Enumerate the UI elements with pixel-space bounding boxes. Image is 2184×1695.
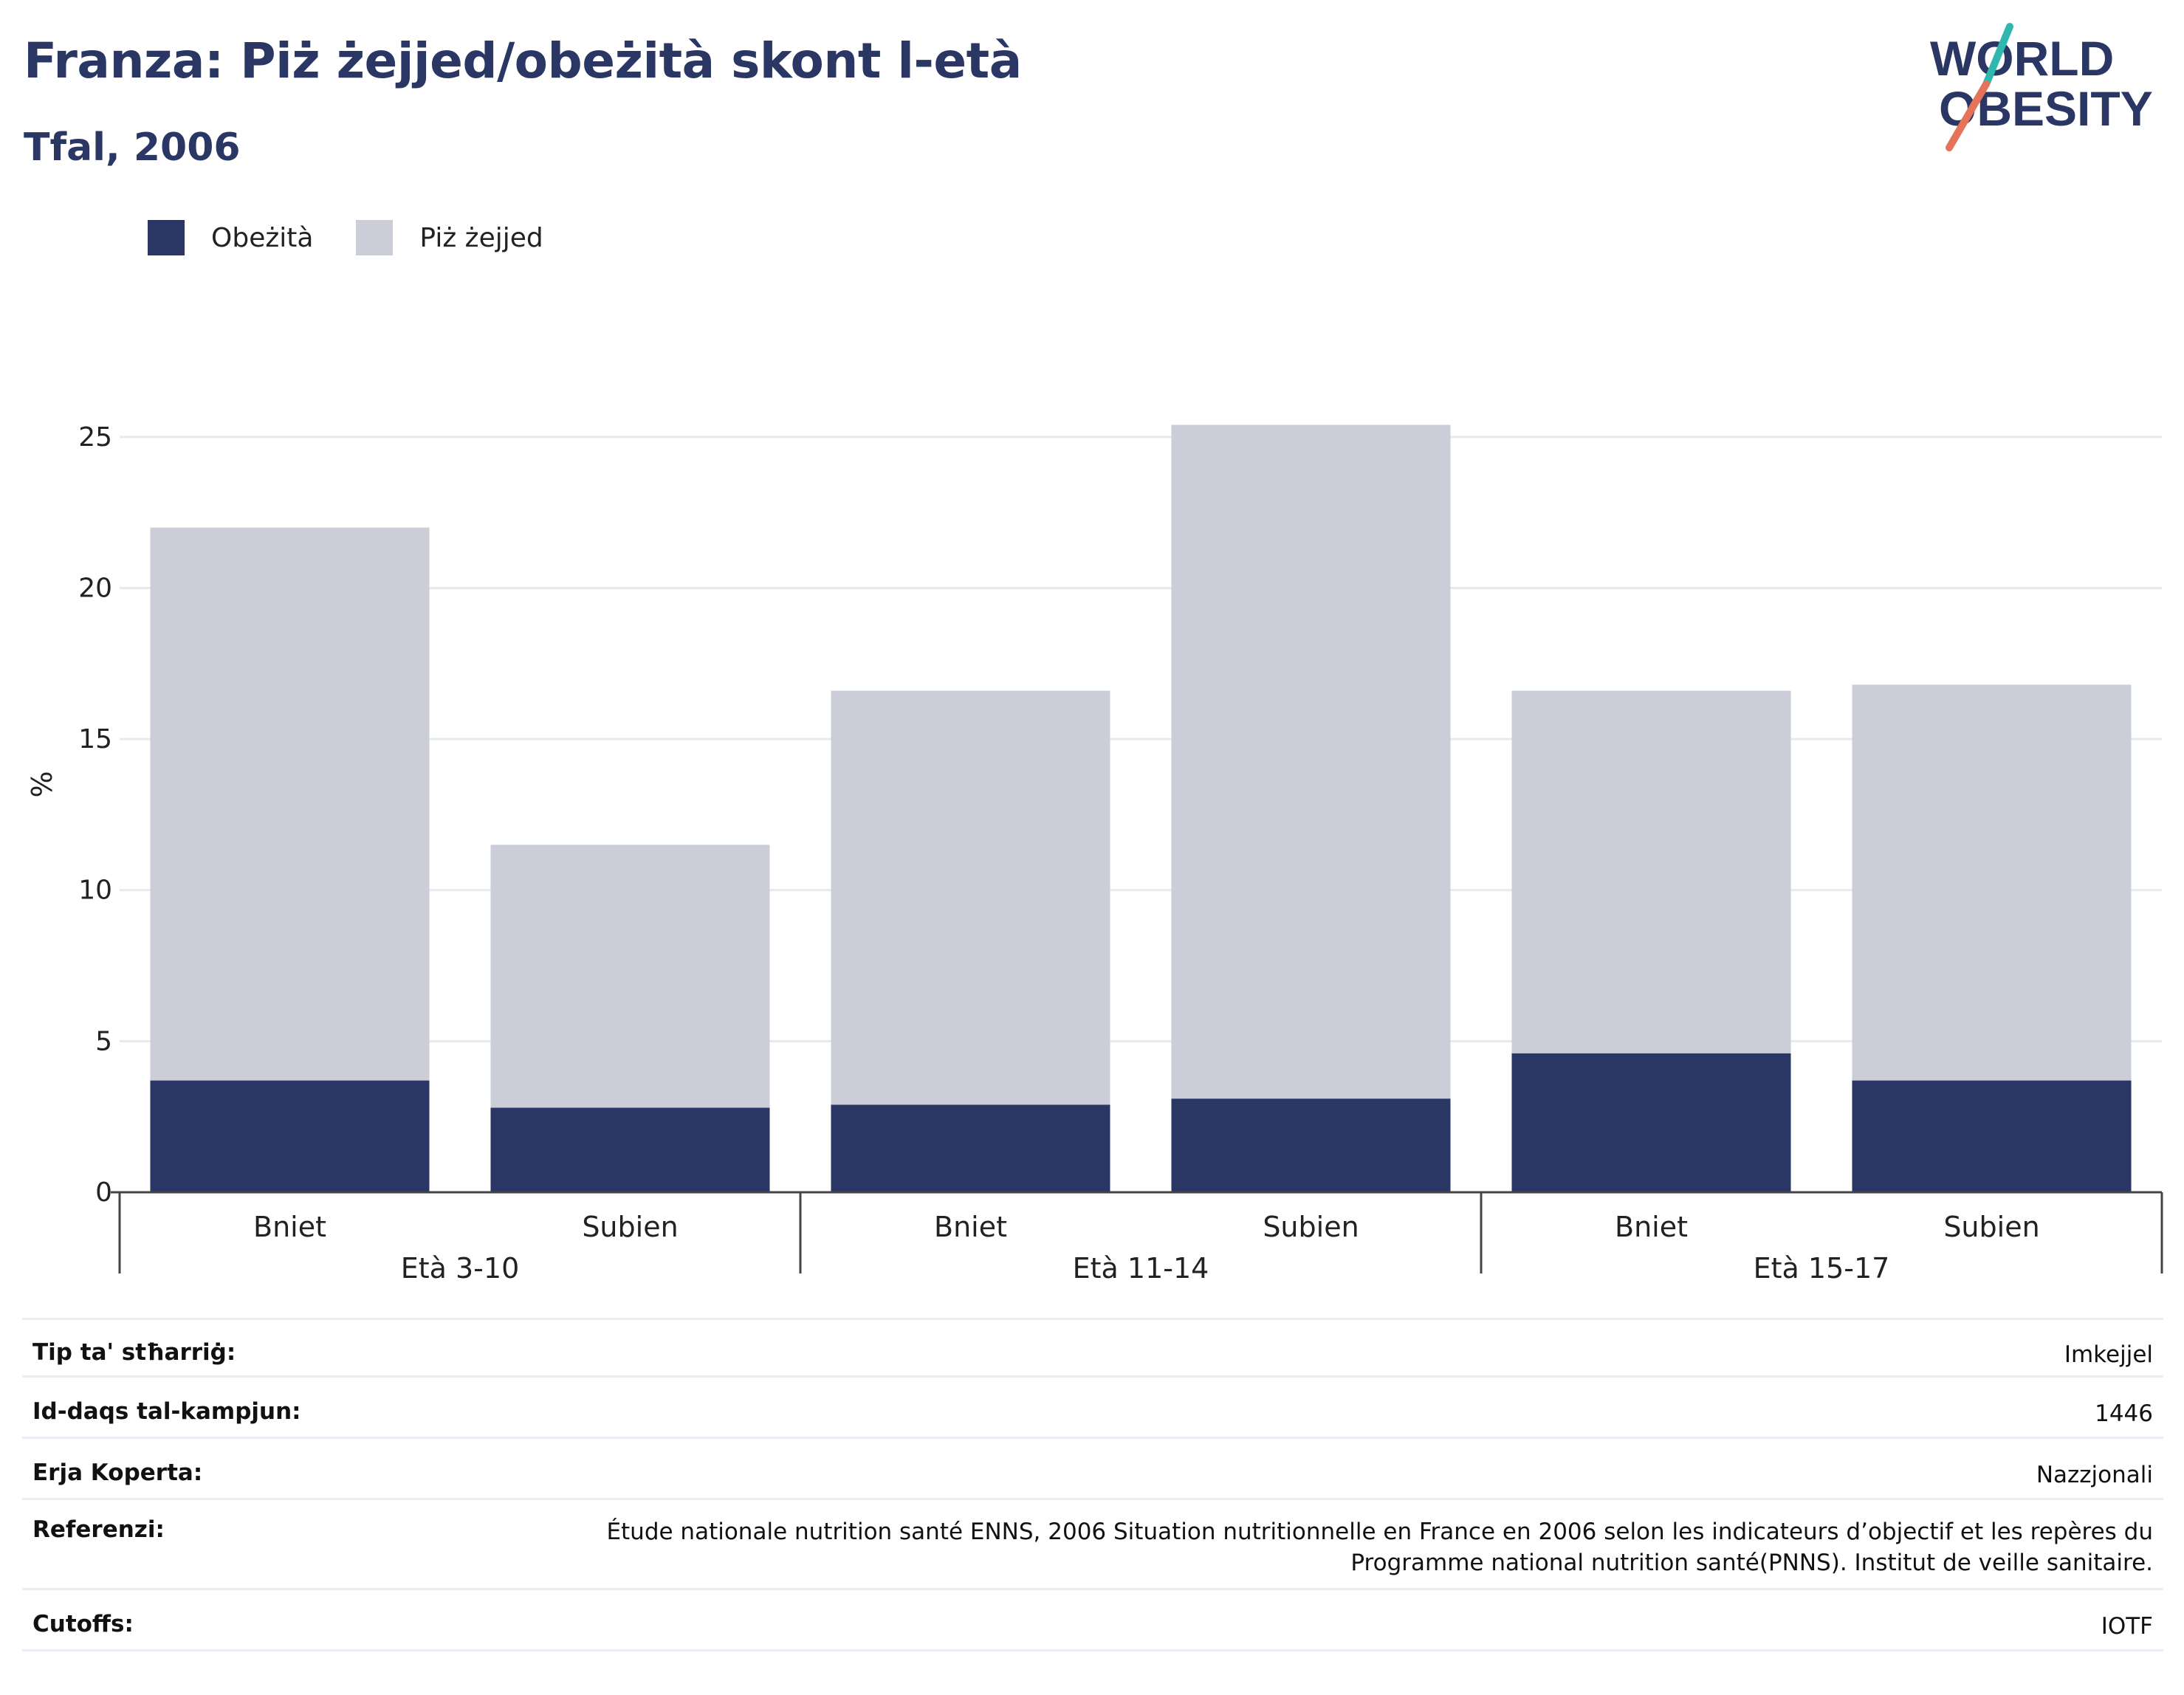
info-value: Nazzjonali bbox=[465, 1437, 2163, 1500]
info-key: Tip ta' stħarriġ: bbox=[22, 1318, 465, 1378]
x-category-label: Subien bbox=[1943, 1211, 2039, 1243]
bar-segment-overweight bbox=[150, 527, 430, 1081]
bar-segment-overweight bbox=[490, 845, 770, 1108]
x-group-label: Età 15-17 bbox=[1754, 1252, 1890, 1285]
bar-segment-obesity bbox=[150, 1080, 430, 1192]
info-value: 1446 bbox=[465, 1375, 2163, 1439]
y-tick-label: 20 bbox=[78, 573, 112, 603]
x-group-label: Età 3-10 bbox=[401, 1252, 520, 1285]
x-category-label: Bniet bbox=[1615, 1211, 1688, 1243]
legend-item-overweight[interactable]: Piż żejjed bbox=[356, 220, 543, 255]
world-obesity-logo: WORLD OBESITY bbox=[1930, 23, 2153, 151]
bar-segment-obesity bbox=[1852, 1080, 2132, 1192]
bar-segment-overweight bbox=[1171, 424, 1451, 1099]
bar-segment-obesity bbox=[490, 1107, 770, 1192]
bar-segment-obesity bbox=[831, 1104, 1110, 1192]
legend-label-overweight: Piż żejjed bbox=[419, 222, 543, 253]
bar-segment-overweight bbox=[831, 690, 1110, 1105]
info-key: Id-daqs tal-kampjun: bbox=[22, 1375, 465, 1439]
info-key: Erja Koperta: bbox=[22, 1437, 465, 1500]
bar-segment-obesity bbox=[1511, 1053, 1791, 1192]
x-group-label: Età 11-14 bbox=[1073, 1252, 1209, 1285]
legend-item-obesity[interactable]: Obeżità bbox=[148, 220, 313, 255]
chart-subtitle: Tfal, 2006 bbox=[24, 126, 241, 170]
info-value: Imkejjel bbox=[465, 1318, 2163, 1378]
y-tick-label: 25 bbox=[78, 422, 112, 453]
x-category-label: Subien bbox=[582, 1211, 678, 1243]
x-category-label: Subien bbox=[1263, 1211, 1359, 1243]
info-row-survey-type: Tip ta' stħarriġ: Imkejjel bbox=[22, 1318, 2163, 1378]
y-axis-label: % bbox=[26, 771, 58, 797]
info-value: IOTF bbox=[465, 1588, 2163, 1651]
logo-word-world: WORLD bbox=[1930, 31, 2114, 86]
y-tick-label: 15 bbox=[78, 724, 112, 754]
info-row-sample-size: Id-daqs tal-kampjun: 1446 bbox=[22, 1375, 2163, 1439]
stacked-bar-chart: 0 5 10 15 20 25% Bniet Subien Età 3-10 Bniet Subie… bbox=[26, 422, 2163, 1285]
info-value: Étude nationale nutrition santé ENNS, 20… bbox=[465, 1498, 2163, 1590]
chart-title: Franza: Piż żejjed/obeżità skont l-età bbox=[24, 32, 1022, 89]
legend-swatch-obesity bbox=[148, 220, 185, 255]
bar-segment-overweight bbox=[1511, 690, 1791, 1053]
chart-legend: Obeżità Piż żejjed bbox=[148, 220, 586, 255]
bar-segment-overweight bbox=[1852, 684, 2132, 1081]
info-key: Cutoffs: bbox=[22, 1588, 465, 1651]
y-tick-label: 0 bbox=[95, 1177, 112, 1208]
survey-info-table: Tip ta' stħarriġ: Imkejjel Id-daqs tal-k… bbox=[22, 1318, 2163, 1651]
y-tick-label: 10 bbox=[78, 876, 112, 906]
logo-slash-coral bbox=[1946, 80, 1990, 151]
logo-slash-teal bbox=[1982, 23, 2013, 88]
x-category-label: Bniet bbox=[253, 1211, 326, 1243]
bar-segment-obesity bbox=[1171, 1099, 1451, 1192]
legend-label-obesity: Obeżità bbox=[211, 222, 314, 253]
info-row-references: Referenzi: Étude nationale nutrition san… bbox=[22, 1498, 2163, 1590]
x-category-label: Bniet bbox=[934, 1211, 1007, 1243]
y-tick-label: 5 bbox=[95, 1026, 112, 1056]
info-row-area-covered: Erja Koperta: Nazzjonali bbox=[22, 1437, 2163, 1500]
info-key: Referenzi: bbox=[22, 1498, 465, 1590]
info-row-cutoffs: Cutoffs: IOTF bbox=[22, 1588, 2163, 1651]
legend-swatch-overweight bbox=[356, 220, 394, 255]
